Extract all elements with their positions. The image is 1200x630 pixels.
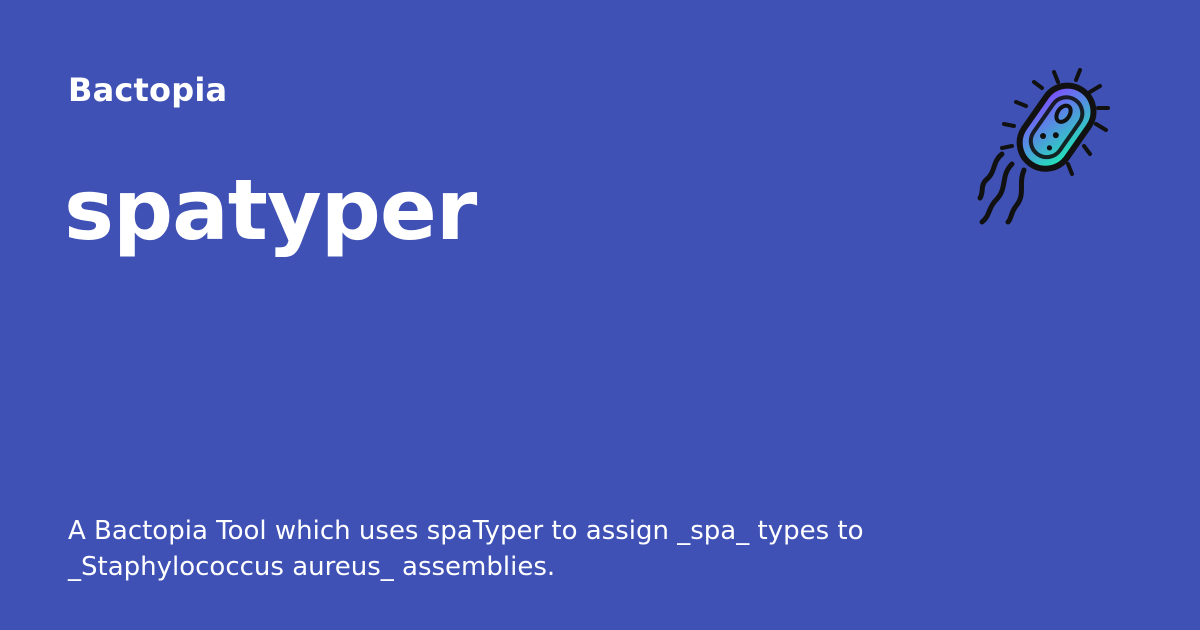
page-title: spatyper [64, 161, 477, 259]
pili [1000, 68, 1110, 176]
page-description: A Bactopia Tool which uses spaTyper to a… [68, 516, 864, 582]
flagella [977, 151, 1027, 225]
bacterium-icon [977, 68, 1110, 225]
bacterium-body [1016, 82, 1097, 172]
site-name: Bactopia [68, 71, 228, 109]
